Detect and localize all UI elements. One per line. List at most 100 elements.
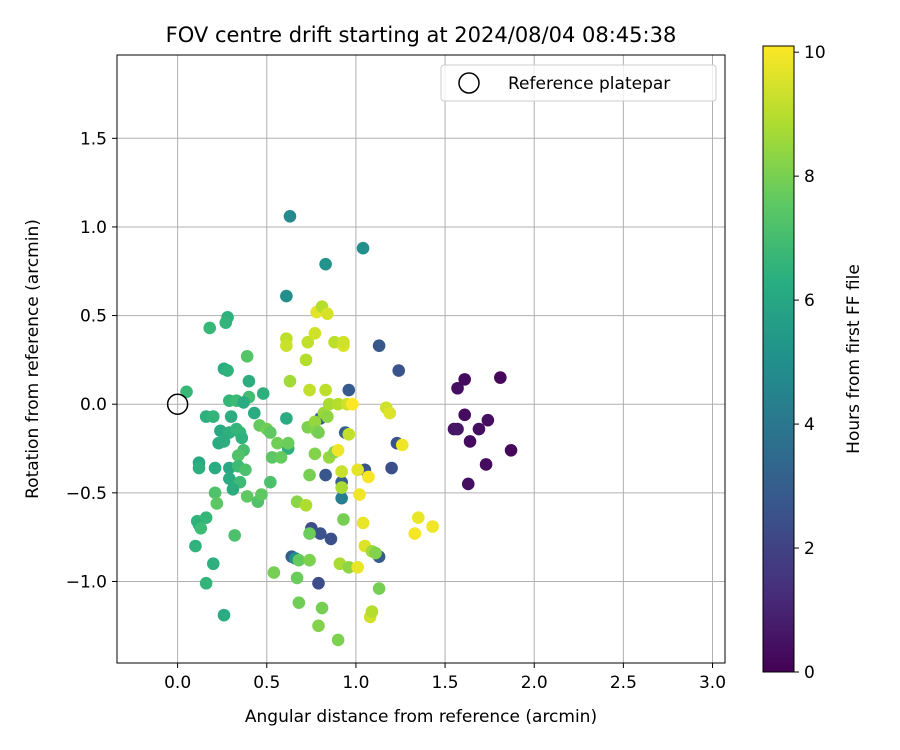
scatter-point — [217, 435, 231, 448]
scatter-point — [356, 516, 370, 530]
scatter-point — [362, 470, 375, 484]
y-axis-ticks: −1.0 −0.5 0.0 0.5 1.0 1.5 — [66, 129, 117, 592]
scatter-point — [479, 458, 493, 471]
scatter-point — [283, 374, 297, 388]
legend-open-circle-icon — [458, 72, 480, 94]
scatter-point — [451, 381, 464, 395]
scatter-point — [312, 576, 325, 590]
scatter-point — [308, 447, 322, 461]
scatter-point — [267, 566, 281, 579]
y-tick-label: 0.0 — [80, 395, 107, 415]
scatter-point — [228, 529, 241, 542]
scatter-point — [219, 316, 233, 329]
scatter-point — [242, 374, 256, 388]
colorbar-tick-label: 4 — [804, 415, 815, 435]
x-tick-label: 0.0 — [164, 673, 191, 693]
scatter-point — [208, 461, 222, 475]
y-tick-label: −1.0 — [66, 572, 107, 592]
x-axis-label: Angular distance from reference (arcmin) — [245, 707, 597, 727]
plot-area-background — [117, 55, 725, 663]
y-axis-label: Rotation from reference (arcmin) — [23, 219, 43, 499]
scatter-point — [319, 468, 332, 482]
x-tick-label: 1.0 — [342, 673, 369, 693]
scatter-point — [321, 410, 334, 423]
scatter-point — [194, 521, 208, 535]
scatter-point — [335, 465, 348, 478]
scatter-point — [256, 387, 270, 400]
scatter-point — [280, 412, 293, 425]
scatter-point — [303, 527, 316, 540]
scatter-point — [494, 371, 507, 384]
scatter-point — [383, 406, 397, 420]
scatter-point — [461, 477, 475, 491]
scatter-point — [290, 571, 304, 585]
scatter-point — [240, 490, 254, 503]
scatter-point — [217, 608, 231, 622]
scatter-point — [224, 410, 238, 423]
scatter-point — [231, 449, 245, 462]
scatter-point — [408, 527, 422, 540]
scatter-point — [308, 326, 322, 340]
scatter-point — [192, 461, 206, 475]
colorbar-tick-label: 2 — [804, 539, 815, 559]
scatter-point — [372, 339, 386, 353]
scatter-point — [412, 511, 425, 524]
scatter-point — [239, 463, 252, 477]
scatter-point — [280, 339, 293, 353]
scatter-point — [281, 436, 295, 450]
grid — [117, 55, 725, 663]
legend-box — [440, 64, 717, 102]
scatter-point — [372, 582, 386, 595]
scatter-point — [312, 426, 325, 439]
scatter-point — [283, 210, 297, 223]
scatter-point — [303, 553, 316, 567]
scatter-point — [351, 463, 365, 477]
scatter-point — [237, 396, 250, 409]
x-tick-label: 3.0 — [699, 673, 726, 693]
scatter-point — [322, 397, 336, 411]
chart-title: FOV centre drift starting at 2024/08/04 … — [166, 23, 677, 47]
scatter-point — [208, 486, 222, 500]
scatter-point — [369, 546, 382, 560]
legend: Reference platepar — [440, 64, 717, 102]
scatter-point — [342, 560, 356, 574]
scatter-point — [221, 364, 234, 377]
scatter-point — [504, 443, 518, 457]
scatter-point — [240, 350, 254, 363]
scatter-point — [331, 443, 345, 457]
scatter-point — [274, 451, 288, 464]
scatter-point — [264, 426, 277, 439]
scatter-point — [235, 431, 249, 445]
scatter-point — [292, 553, 306, 567]
scatter-point — [280, 289, 293, 303]
scatter-point — [365, 605, 379, 618]
scatter-point — [265, 451, 279, 464]
scatter-point — [247, 406, 261, 420]
scatter-point — [206, 557, 220, 571]
scatter-point — [319, 257, 332, 271]
scatter-point — [395, 438, 409, 452]
scatter-point — [313, 527, 327, 540]
scatter-point — [292, 596, 306, 610]
scatter-point — [426, 520, 439, 533]
scatter-point — [331, 633, 345, 647]
colorbar-tick-label: 6 — [804, 291, 815, 311]
colorbar-tick-label: 8 — [804, 167, 815, 187]
scatter-point — [463, 435, 477, 448]
y-tick-label: 1.5 — [80, 129, 107, 149]
scatter-point — [301, 335, 315, 349]
scatter-point — [303, 383, 316, 397]
colorbar-tick-label: 0 — [804, 663, 815, 683]
scatter-point — [312, 619, 325, 633]
scatter-point — [451, 422, 464, 436]
legend-label: Reference platepar — [508, 74, 670, 94]
scatter-point — [351, 560, 365, 574]
scatter-point — [206, 410, 220, 423]
reference-platepar-point — [166, 393, 189, 415]
scatter-point — [319, 383, 332, 397]
scatter-point — [321, 307, 334, 321]
scatter-point — [331, 397, 345, 411]
x-tick-label: 0.5 — [253, 673, 280, 693]
scatter-point — [335, 481, 348, 494]
